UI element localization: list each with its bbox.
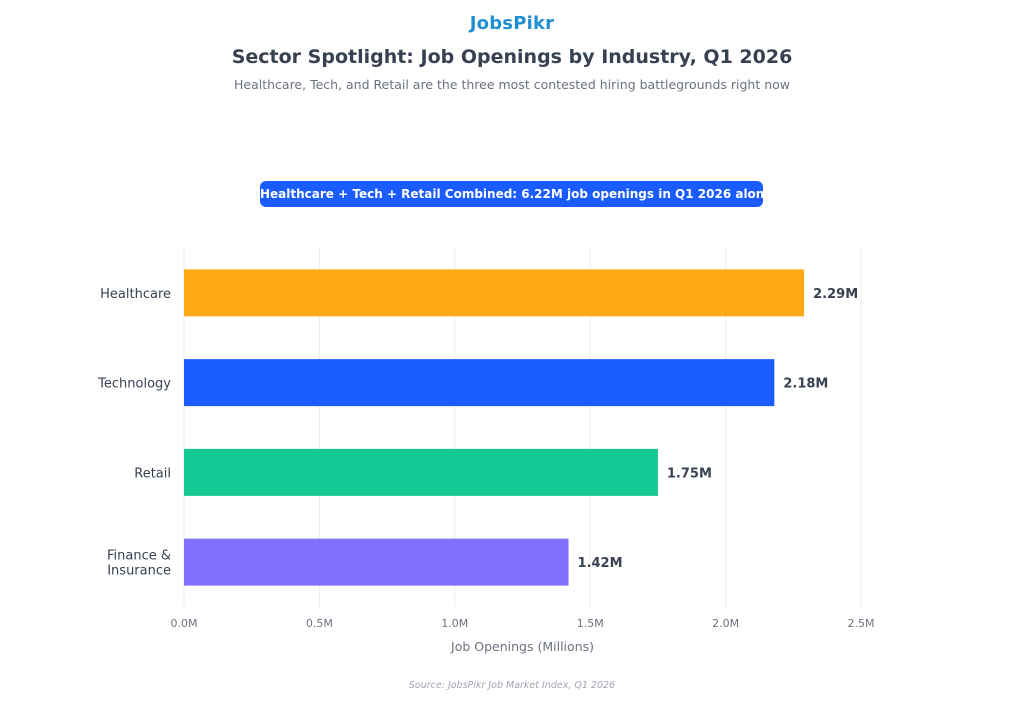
category-label: Technology xyxy=(97,377,171,392)
bar-healthcare xyxy=(184,269,805,317)
bar-value-label: 1.75M xyxy=(667,466,712,481)
category-label: Insurance xyxy=(107,564,171,579)
source-note: Source: JobsPikr Job Market Index, Q1 20… xyxy=(408,680,616,691)
chart-subtitle: Healthcare, Tech, and Retail are the thr… xyxy=(233,77,791,92)
category-label: Healthcare xyxy=(100,287,171,302)
bar-retail xyxy=(184,448,658,496)
chart-title: Sector Spotlight: Job Openings by Indust… xyxy=(231,46,793,68)
category-label: Finance & xyxy=(107,549,171,564)
x-tick-label: 2.5M xyxy=(848,617,875,630)
x-axis-label: Job Openings (Millions) xyxy=(450,639,594,654)
x-tick-label: 2.0M xyxy=(712,617,739,630)
bar-value-label: 2.29M xyxy=(813,287,858,302)
x-tick-label: 1.5M xyxy=(577,617,604,630)
jobspikr-logo: JobsPikr xyxy=(469,13,555,34)
x-tick-label: 0.5M xyxy=(306,617,333,630)
bar-technology xyxy=(184,359,775,407)
x-tick-label: 0.0M xyxy=(171,617,198,630)
bar-value-label: 1.42M xyxy=(578,556,623,571)
bar-finance-insurance xyxy=(184,538,569,586)
category-label: Retail xyxy=(134,466,171,481)
x-tick-label: 1.0M xyxy=(441,617,468,630)
combined-total-callout: Healthcare + Tech + Retail Combined: 6.2… xyxy=(260,181,772,207)
bar-value-label: 2.18M xyxy=(783,377,828,392)
